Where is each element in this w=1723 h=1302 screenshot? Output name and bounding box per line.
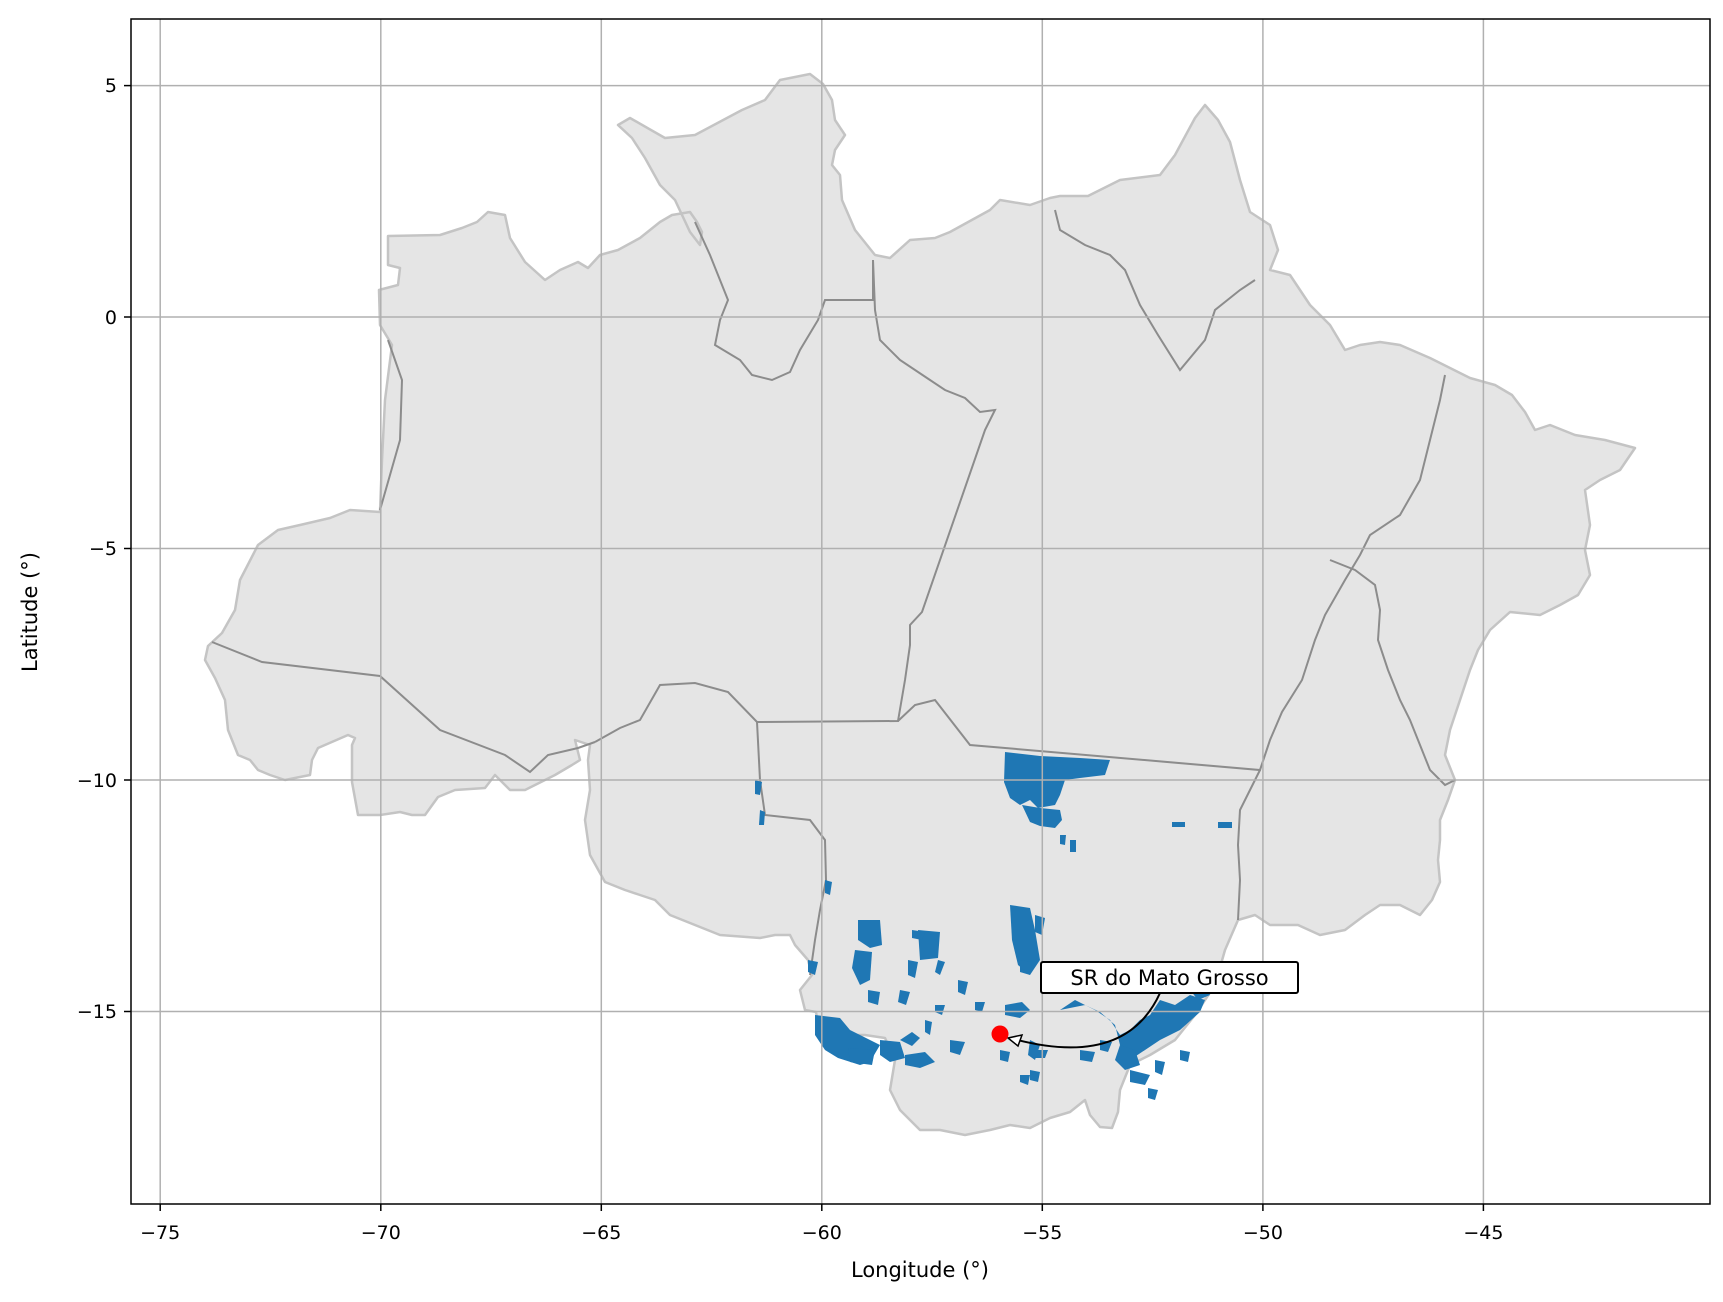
plot-area: SR do Mato Grosso [131,19,1710,1204]
y-tick-label: 5 [105,75,117,97]
x-tick-label: −45 [1463,1222,1503,1244]
annotation-label: SR do Mato Grosso [1070,966,1268,990]
y-tick-label: −10 [77,770,117,792]
x-axis-title: Longitude (°) [851,1258,989,1282]
y-tick-label: 0 [105,307,117,329]
x-tick-label: −65 [581,1222,621,1244]
y-axis-title: Latitude (°) [18,552,42,672]
sr-mato-grosso-point [992,1026,1009,1043]
x-tick-label: −75 [140,1222,180,1244]
y-tick-label: −15 [77,1001,117,1023]
annotation-box: SR do Mato Grosso [1041,962,1298,993]
x-tick-label: −50 [1243,1222,1283,1244]
x-tick-label: −55 [1022,1222,1062,1244]
y-tick-label: −5 [89,538,117,560]
x-tick-label: −60 [802,1222,842,1244]
x-tick-label: −70 [361,1222,401,1244]
